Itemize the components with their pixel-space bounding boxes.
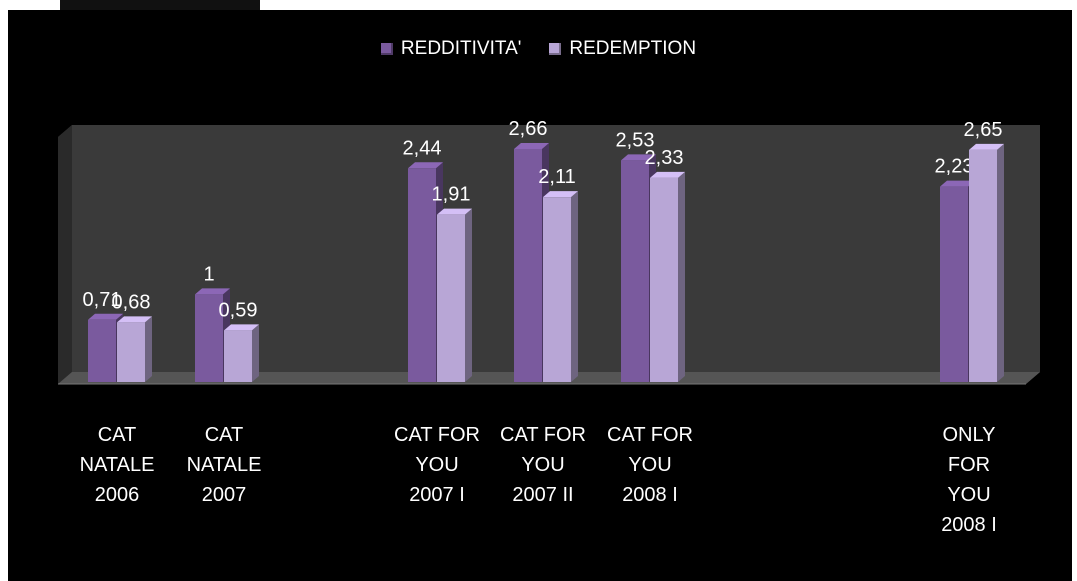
category-label: NATALE [187, 454, 262, 476]
category-label: CAT FOR [394, 424, 480, 446]
bar-top [621, 154, 656, 161]
bar [650, 177, 678, 382]
category-label: ONLY [943, 424, 996, 446]
category-label: 2006 [95, 484, 140, 506]
category-label: FOR [948, 454, 990, 476]
category-label: YOU [415, 454, 458, 476]
title-fragment [0, 0, 290, 10]
category-label: YOU [628, 454, 671, 476]
legend-item-series-1: REDEMPTION [549, 38, 696, 60]
chart-side-wall [58, 125, 72, 384]
data-label: 0,68 [112, 291, 151, 313]
category-label: YOU [947, 484, 990, 506]
data-label: 1 [203, 263, 214, 285]
bar [88, 319, 116, 382]
data-label: 2,65 [964, 119, 1003, 141]
bar-top [224, 324, 259, 331]
category-label: YOU [521, 454, 564, 476]
bar-side [145, 316, 152, 382]
data-label: 2,66 [509, 118, 548, 140]
bar-side [465, 208, 472, 382]
bar-top [543, 191, 578, 198]
category-label: 2007 I [409, 484, 465, 506]
bar-side [678, 171, 685, 382]
legend-swatch [380, 43, 393, 55]
data-label: 0,59 [219, 299, 258, 321]
data-label: 1,91 [432, 184, 471, 206]
data-label: 2,23 [935, 156, 974, 178]
bar [224, 330, 252, 382]
bar [117, 322, 145, 382]
bar [969, 149, 997, 382]
category-label: 2007 [202, 484, 247, 506]
bar [940, 186, 968, 382]
data-label: 2,11 [538, 166, 575, 188]
bar-top [117, 316, 152, 323]
bar-side [252, 324, 259, 382]
bar [543, 197, 571, 382]
category-label: CAT [205, 424, 244, 446]
bar-top [514, 142, 549, 149]
bar-top [940, 180, 975, 187]
category-label: CAT FOR [607, 424, 693, 446]
bar-side [571, 191, 578, 382]
bar [514, 148, 542, 382]
legend-label: REDDITIVITA' [400, 38, 522, 59]
bar [195, 294, 223, 382]
legend-item-series-0: REDDITIVITA' [380, 38, 522, 60]
bar-top [88, 313, 123, 320]
category-label: NATALE [80, 454, 155, 476]
bar-top [408, 162, 443, 169]
data-label: 0,71 [83, 289, 122, 311]
category-label: CAT [98, 424, 137, 446]
chart-legend: REDDITIVITA' REDEMPTION [0, 38, 1077, 60]
bar [621, 160, 649, 382]
bar [408, 168, 436, 382]
data-label: 2,44 [403, 137, 442, 159]
bar-side [997, 143, 1004, 382]
category-label: 2008 I [622, 484, 678, 506]
bar-top [650, 171, 685, 178]
category-label: 2007 II [512, 484, 573, 506]
data-label: 2,53 [616, 129, 655, 151]
category-label: 2008 I [941, 514, 997, 536]
bar-top [969, 143, 1004, 150]
bar-top [195, 288, 230, 295]
bar [437, 214, 465, 382]
legend-label: REDEMPTION [569, 38, 697, 59]
bar-top [437, 208, 472, 215]
data-label: 2,33 [645, 147, 684, 169]
legend-swatch [549, 43, 562, 55]
category-label: CAT FOR [500, 424, 586, 446]
